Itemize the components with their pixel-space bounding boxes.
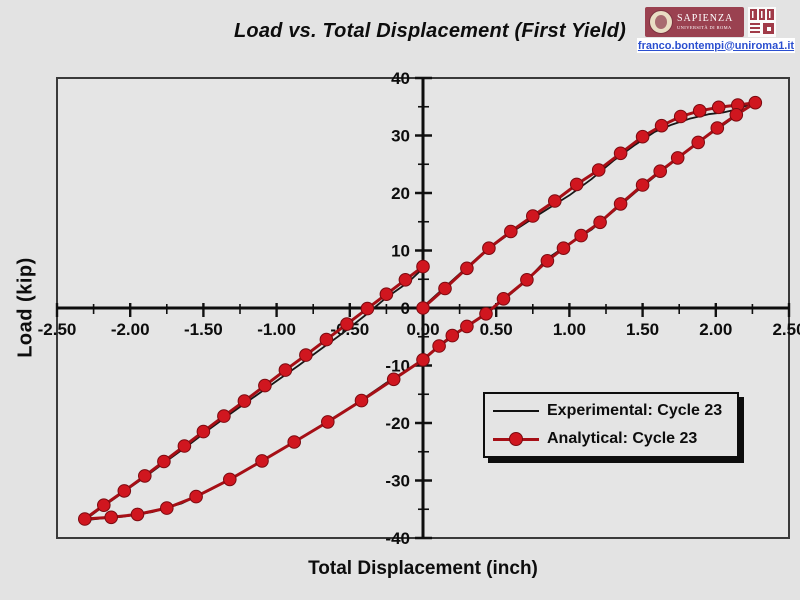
analytical-marker — [237, 394, 252, 408]
red-stamp-icon — [748, 7, 776, 37]
analytical-marker — [691, 135, 706, 150]
analytical-marker — [526, 209, 540, 223]
analytical-marker — [574, 228, 588, 243]
analytical-marker — [432, 339, 446, 353]
chart-title: Load vs. Total Displacement (First Yield… — [234, 20, 626, 42]
analytical-marker — [138, 469, 152, 483]
analytical-marker — [160, 501, 174, 515]
analytical-marker — [748, 95, 763, 110]
analytical-marker — [354, 393, 369, 408]
analytical-marker — [496, 292, 511, 306]
analytical-marker — [613, 146, 628, 161]
analytical-marker — [460, 319, 474, 334]
sapienza-seal-icon — [649, 10, 673, 34]
legend-row-analytical: Analytical: Cycle 23 — [493, 430, 729, 448]
analytical-marker — [482, 241, 496, 255]
analytical-marker — [729, 108, 744, 122]
x-tick-label: 1.00 — [553, 320, 586, 339]
logo-name: SAPIENZA — [677, 12, 734, 24]
analytical-marker — [416, 353, 430, 367]
analytical-marker — [710, 121, 725, 135]
legend: Experimental: Cycle 23 Analytical: Cycle… — [483, 392, 739, 458]
y-tick-label: 30 — [391, 127, 410, 146]
x-tick-label: 2.00 — [699, 320, 732, 339]
y-tick-label: 20 — [391, 184, 410, 203]
analytical-marker — [635, 129, 650, 144]
analytical-marker-icon — [509, 432, 523, 446]
analytical-marker — [398, 273, 413, 287]
analytical-marker — [654, 118, 669, 133]
logo-subtitle: UNIVERSITÀ DI ROMA — [677, 24, 732, 30]
y-tick-label: -40 — [385, 529, 410, 548]
x-tick-label: -2.50 — [38, 320, 77, 339]
analytical-marker — [97, 498, 111, 513]
analytical-marker — [653, 164, 668, 178]
analytical-marker — [613, 197, 628, 211]
analytical-marker — [258, 378, 272, 393]
analytical-marker — [673, 109, 688, 124]
analytical-marker — [189, 489, 203, 504]
analytical-marker — [635, 178, 650, 192]
y-tick-label: -20 — [385, 414, 410, 433]
y-axis-title: Load (kip) — [14, 257, 37, 358]
analytical-marker — [670, 151, 685, 165]
analytical-marker — [299, 348, 313, 362]
y-tick-label: 40 — [391, 69, 410, 88]
analytical-marker — [548, 194, 562, 208]
analytical-marker — [117, 484, 132, 498]
analytical-marker — [416, 301, 430, 315]
analytical-marker — [591, 163, 606, 177]
analytical-marker — [278, 363, 293, 377]
analytical-marker — [321, 415, 335, 429]
analytical-marker — [445, 328, 460, 343]
email-strip: franco.bontempi@uniroma1.it — [637, 38, 795, 53]
analytical-marker — [223, 472, 237, 487]
analytical-marker — [287, 435, 302, 449]
analytical-marker — [130, 507, 145, 522]
y-tick-label: -30 — [385, 472, 410, 491]
analytical-marker — [593, 215, 607, 230]
analytical-marker — [177, 439, 192, 453]
analytical-marker — [104, 510, 118, 525]
y-tick-label: 10 — [391, 242, 410, 261]
analytical-marker — [386, 372, 401, 387]
analytical-marker — [319, 332, 334, 347]
analytical-marker — [416, 259, 430, 274]
analytical-marker — [711, 100, 726, 115]
analytical-marker — [379, 287, 394, 302]
legend-row-experimental: Experimental: Cycle 23 — [493, 402, 729, 420]
x-tick-label: 1.50 — [626, 320, 659, 339]
analytical-marker — [217, 409, 231, 423]
analytical-marker — [556, 241, 571, 255]
analytical-marker — [255, 454, 269, 468]
analytical-marker — [196, 424, 211, 439]
analytical-marker — [504, 224, 518, 239]
analytical-marker — [460, 261, 474, 276]
x-tick-label: -2.00 — [111, 320, 150, 339]
analytical-marker — [692, 104, 707, 118]
sapienza-logo-badge: SAPIENZA UNIVERSITÀ DI ROMA — [645, 7, 744, 37]
analytical-marker — [438, 281, 452, 296]
legend-label-experimental: Experimental: Cycle 23 — [547, 402, 723, 419]
analytical-marker — [479, 307, 493, 321]
x-tick-label: 0.50 — [480, 320, 513, 339]
email-link[interactable]: franco.bontempi@uniroma1.it — [637, 39, 795, 52]
analytical-marker — [569, 177, 584, 192]
analytical-marker — [540, 253, 555, 268]
x-tick-label: -1.00 — [257, 320, 296, 339]
legend-label-analytical: Analytical: Cycle 23 — [547, 430, 698, 447]
analytical-marker — [157, 454, 171, 469]
analytical-marker — [360, 301, 375, 316]
analytical-marker — [340, 317, 354, 331]
experimental-line-swatch — [493, 410, 539, 412]
analytical-marker — [520, 273, 534, 287]
analytical-marker — [78, 512, 92, 526]
analytical-line-swatch — [493, 432, 539, 446]
x-tick-label: 2.50 — [772, 320, 800, 339]
x-tick-label: -1.50 — [184, 320, 223, 339]
x-axis-title: Total Displacement (inch) — [308, 558, 538, 579]
